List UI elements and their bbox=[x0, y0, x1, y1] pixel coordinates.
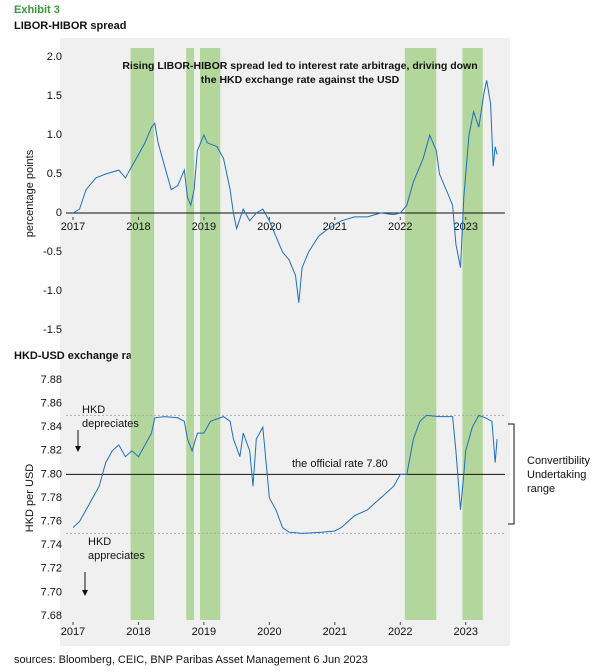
x-tick-label: 2021 bbox=[323, 221, 347, 233]
x-tick-label: 2018 bbox=[126, 626, 150, 638]
x-tick-label: 2017 bbox=[61, 221, 85, 233]
annotation: the official rate 7.80 bbox=[292, 458, 388, 470]
y-tick-label: 7.68 bbox=[41, 610, 62, 622]
data-line bbox=[72, 414, 498, 534]
x-tick-label: 2020 bbox=[257, 626, 281, 638]
annotation: appreciates bbox=[88, 550, 145, 562]
annotation: HKD bbox=[82, 404, 105, 416]
shaded-period bbox=[130, 48, 155, 620]
y-tick-label: 7.70 bbox=[41, 586, 62, 598]
shaded-period bbox=[199, 48, 221, 620]
annotation: Convertibility bbox=[527, 455, 590, 467]
exhibit-label: Exhibit 3 bbox=[14, 4, 60, 16]
bracket bbox=[508, 423, 515, 525]
x-tick-label: 2023 bbox=[453, 221, 477, 233]
y-tick-label: 7.74 bbox=[41, 539, 62, 551]
annotation: Undertaking bbox=[527, 469, 586, 481]
y-tick-label: -0.5 bbox=[43, 246, 62, 258]
x-tick-label: 2022 bbox=[388, 626, 412, 638]
x-tick-label: 2018 bbox=[126, 221, 150, 233]
chart-title: LIBOR-HIBOR spread bbox=[14, 20, 126, 32]
y-tick-label: -1.0 bbox=[43, 285, 62, 297]
x-tick-label: 2020 bbox=[257, 221, 281, 233]
y-tick-label: 2.0 bbox=[47, 51, 62, 63]
x-tick-label: 2021 bbox=[323, 626, 347, 638]
x-tick-label: 2019 bbox=[192, 626, 216, 638]
y-tick-label: 7.76 bbox=[41, 516, 62, 528]
y-tick-label: 7.78 bbox=[41, 492, 62, 504]
annotation: depreciates bbox=[82, 418, 139, 430]
y-tick-label: 0 bbox=[56, 207, 62, 219]
annotation: the HKD exchange rate against the USD bbox=[201, 74, 400, 86]
annotation: Rising LIBOR-HIBOR spread led to interes… bbox=[122, 60, 477, 72]
shaded-period bbox=[186, 48, 195, 620]
data-line bbox=[72, 80, 498, 303]
y-tick-label: 7.84 bbox=[41, 421, 62, 433]
y-tick-label: 7.88 bbox=[41, 374, 62, 386]
x-tick-label: 2017 bbox=[61, 626, 85, 638]
y-tick-label: 1.5 bbox=[47, 90, 62, 102]
arrow-head bbox=[75, 446, 81, 452]
shaded-period bbox=[404, 48, 437, 620]
y-tick-label: 7.86 bbox=[41, 398, 62, 410]
y-axis-title: HKD per USD bbox=[24, 464, 36, 533]
y-tick-label: -1.5 bbox=[43, 324, 62, 336]
shaded-period bbox=[462, 48, 483, 620]
y-tick-label: 7.82 bbox=[41, 445, 62, 457]
x-tick-label: 2019 bbox=[192, 221, 216, 233]
annotation: range bbox=[527, 483, 555, 495]
source: sources: Bloomberg, CEIC, BNP Paribas As… bbox=[14, 654, 368, 666]
y-tick-label: 0.5 bbox=[47, 168, 62, 180]
y-tick-label: 7.80 bbox=[41, 468, 62, 480]
annotation: HKD bbox=[88, 536, 111, 548]
y-axis-title: percentage points bbox=[24, 149, 36, 237]
chart-title: HKD-USD exchange rate bbox=[14, 350, 142, 362]
arrow-head bbox=[82, 590, 88, 596]
x-tick-label: 2022 bbox=[388, 221, 412, 233]
y-tick-label: 7.72 bbox=[41, 563, 62, 575]
y-tick-label: 1.0 bbox=[47, 129, 62, 141]
x-tick-label: 2023 bbox=[453, 626, 477, 638]
